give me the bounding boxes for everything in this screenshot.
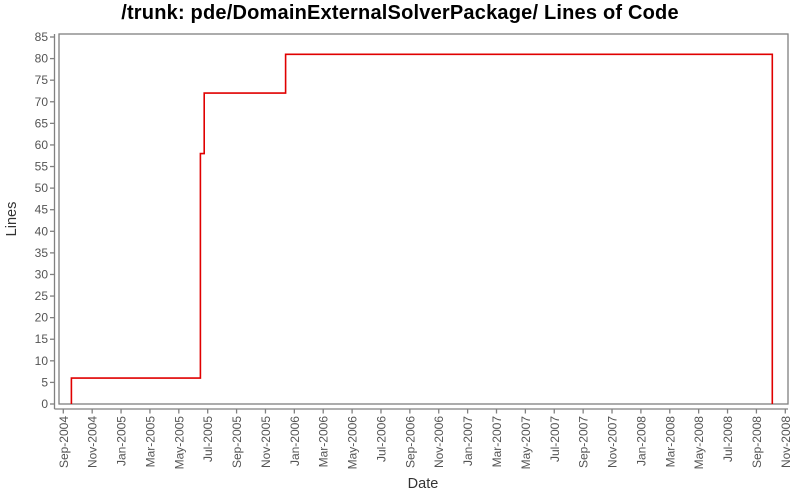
x-tick-label: Jan-2005	[115, 416, 129, 466]
y-tick-label: 0	[41, 397, 48, 411]
y-tick-label: 50	[35, 181, 49, 195]
x-tick-label: Jul-2005	[201, 416, 215, 462]
x-tick-label: Nov-2004	[86, 416, 100, 468]
x-tick-label: Jan-2007	[461, 416, 475, 466]
x-tick-label: May-2006	[346, 416, 360, 470]
y-axis-title: Lines	[4, 202, 20, 237]
x-tick-label: Mar-2006	[317, 416, 331, 468]
x-tick-label: Nov-2008	[779, 416, 793, 468]
chart-title: /trunk: pde/DomainExternalSolverPackage/…	[121, 2, 679, 24]
x-tick-label: Nov-2007	[606, 416, 620, 468]
x-tick-label: Sep-2006	[403, 416, 417, 468]
x-tick-label: Jul-2006	[374, 416, 388, 462]
loc-series-line	[70, 53, 774, 404]
y-tick-label: 45	[35, 203, 49, 217]
y-tick-label: 15	[35, 332, 49, 346]
y-tick-label: 25	[35, 289, 49, 303]
y-tick-label: 85	[35, 30, 49, 44]
x-tick-label: Jul-2008	[721, 416, 735, 462]
y-tick-label: 65	[35, 116, 49, 130]
x-tick-label: Nov-2005	[259, 416, 273, 468]
x-tick-label: May-2007	[519, 416, 533, 470]
plot-frame	[58, 33, 789, 405]
x-axis-title: Date	[408, 476, 439, 492]
x-tick-label: Nov-2006	[432, 416, 446, 468]
y-tick-label: 70	[35, 95, 49, 109]
plot-dynamic-layer: 0 5 10 15 20 25 30 35 40 45 50 55 60 65 70 75 80 85 Sep-20…	[35, 30, 793, 469]
y-tick-label: 75	[35, 73, 49, 87]
y-tick-label: 60	[35, 138, 49, 152]
y-tick-label: 20	[35, 311, 49, 325]
x-tick-label: May-2005	[172, 416, 186, 470]
x-tick-label: Jan-2006	[288, 416, 302, 466]
x-tick-label: Mar-2008	[663, 416, 677, 468]
y-tick-label: 10	[35, 354, 49, 368]
y-tick-label: 80	[35, 52, 49, 66]
y-tick-label: 5	[41, 375, 48, 389]
y-tick-label: 35	[35, 246, 49, 260]
y-tick-label: 55	[35, 160, 49, 174]
x-tick-label: Sep-2008	[750, 416, 764, 468]
y-tick-label: 30	[35, 267, 49, 281]
x-tick-label: Sep-2004	[57, 416, 71, 468]
x-tick-label: Mar-2007	[490, 416, 504, 468]
x-tick-label: Mar-2005	[143, 416, 157, 468]
x-tick-label: May-2008	[692, 416, 706, 470]
x-tick-label: Jan-2008	[634, 416, 648, 466]
x-tick-label: Jul-2007	[548, 416, 562, 462]
x-tick-label: Sep-2005	[230, 416, 244, 468]
y-tick-label: 40	[35, 224, 49, 238]
x-tick-label: Sep-2007	[577, 416, 591, 468]
